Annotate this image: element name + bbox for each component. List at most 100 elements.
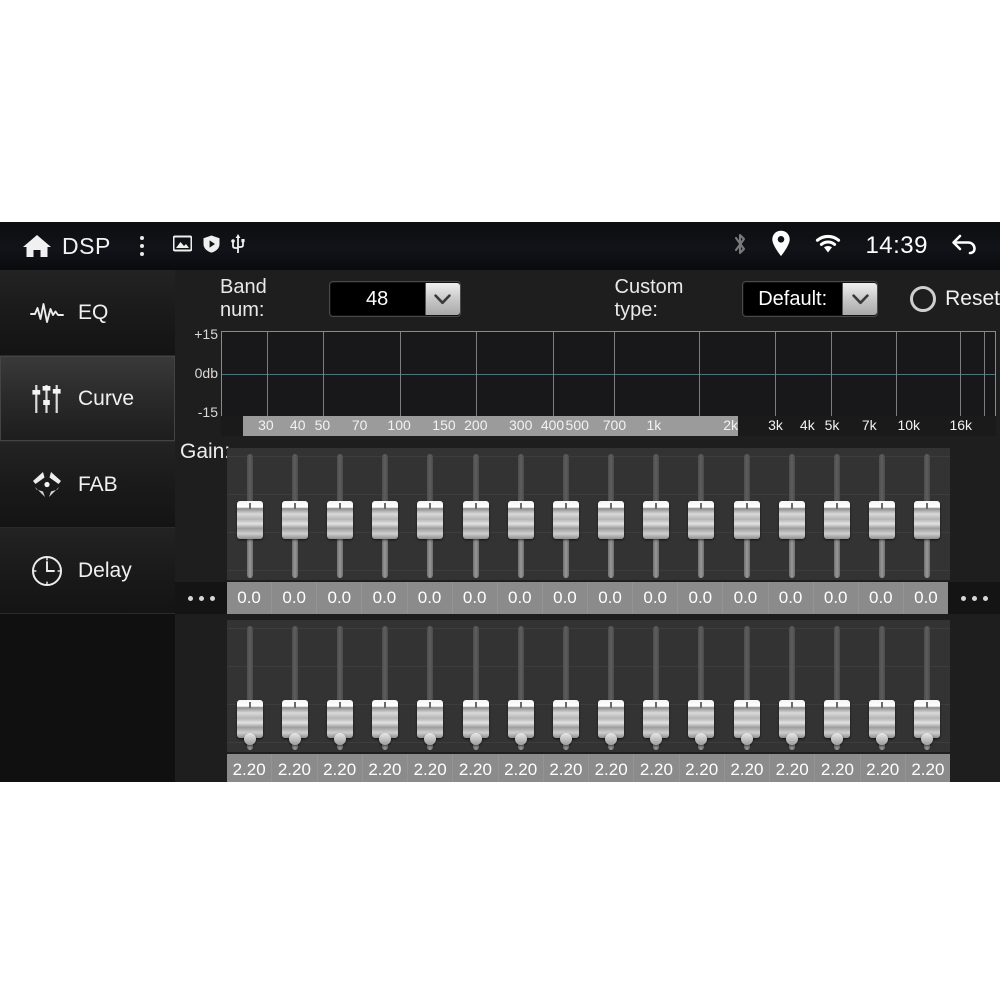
- gain-slider[interactable]: [408, 448, 453, 580]
- gain-slider[interactable]: [453, 448, 498, 580]
- q-slider-area[interactable]: [227, 620, 950, 752]
- gain-slider-thumb[interactable]: [462, 501, 489, 540]
- gain-slider-thumb[interactable]: [914, 501, 941, 540]
- chevron-down-icon[interactable]: [842, 283, 878, 315]
- gain-value-cell[interactable]: 0.0: [723, 582, 769, 614]
- q-value-cell[interactable]: 2.20: [408, 754, 454, 782]
- q-slider[interactable]: [363, 620, 408, 752]
- q-value-cell[interactable]: 2.20: [589, 754, 635, 782]
- gain-slider-thumb[interactable]: [417, 501, 444, 540]
- gain-slider[interactable]: [905, 448, 950, 580]
- q-slider[interactable]: [860, 620, 905, 752]
- gain-slider-thumb[interactable]: [598, 501, 625, 540]
- gain-slider-thumb[interactable]: [552, 501, 579, 540]
- gain-value-cell[interactable]: 0.0: [498, 582, 543, 614]
- sidebar-item-eq[interactable]: EQ: [0, 270, 175, 356]
- gain-slider-thumb[interactable]: [824, 501, 851, 540]
- q-slider[interactable]: [317, 620, 362, 752]
- q-slider-thumb[interactable]: [462, 699, 489, 738]
- gain-slider-thumb[interactable]: [643, 501, 670, 540]
- gain-slider-thumb[interactable]: [733, 501, 760, 540]
- home-icon[interactable]: [22, 233, 52, 259]
- q-slider[interactable]: [679, 620, 724, 752]
- gain-more-left-button[interactable]: [175, 582, 227, 614]
- gain-value-cell[interactable]: 0.0: [769, 582, 814, 614]
- gain-slider[interactable]: [724, 448, 769, 580]
- gain-slider[interactable]: [589, 448, 634, 580]
- gain-value-cell[interactable]: 0.0: [362, 582, 408, 614]
- gain-slider-thumb[interactable]: [281, 501, 308, 540]
- q-value-cell[interactable]: 2.20: [453, 754, 499, 782]
- gain-value-cell[interactable]: 0.0: [814, 582, 859, 614]
- back-arrow-icon[interactable]: [950, 232, 978, 261]
- location-pin-icon[interactable]: [771, 230, 791, 262]
- q-slider-thumb[interactable]: [869, 699, 896, 738]
- q-slider-thumb[interactable]: [552, 699, 579, 738]
- reset-button[interactable]: Reset: [910, 286, 1000, 312]
- gain-slider-thumb[interactable]: [236, 501, 263, 540]
- q-slider-thumb[interactable]: [507, 699, 534, 738]
- gain-slider[interactable]: [769, 448, 814, 580]
- gain-slider[interactable]: [543, 448, 588, 580]
- gain-slider[interactable]: [860, 448, 905, 580]
- q-slider[interactable]: [634, 620, 679, 752]
- bluetooth-icon[interactable]: [731, 231, 749, 262]
- q-slider-thumb[interactable]: [914, 699, 941, 738]
- gain-slider[interactable]: [363, 448, 408, 580]
- kebab-menu-icon[interactable]: [129, 231, 155, 261]
- gain-slider-thumb[interactable]: [507, 501, 534, 540]
- q-slider[interactable]: [227, 620, 272, 752]
- custom-type-select[interactable]: Default:: [742, 281, 879, 317]
- q-slider-thumb[interactable]: [778, 699, 805, 738]
- q-slider-thumb[interactable]: [824, 699, 851, 738]
- gain-value-cell[interactable]: 0.0: [227, 582, 273, 614]
- q-value-cell[interactable]: 2.20: [634, 754, 680, 782]
- q-slider-thumb[interactable]: [643, 699, 670, 738]
- q-slider[interactable]: [408, 620, 453, 752]
- q-slider[interactable]: [543, 620, 588, 752]
- gain-value-cell[interactable]: 0.0: [272, 582, 318, 614]
- eq-curve-chart[interactable]: +15 0db -15 30 40 50 70 100 150 200 300 400 500 70…: [175, 326, 1000, 436]
- q-value-cell[interactable]: 2.20: [318, 754, 363, 782]
- band-num-select[interactable]: 48: [328, 281, 461, 317]
- sidebar-item-curve[interactable]: Curve: [0, 356, 175, 442]
- gain-slider[interactable]: [227, 448, 272, 580]
- q-slider-thumb[interactable]: [236, 699, 263, 738]
- gain-value-cell[interactable]: 0.0: [678, 582, 724, 614]
- q-value-cell[interactable]: 2.20: [499, 754, 544, 782]
- q-slider[interactable]: [905, 620, 950, 752]
- gain-value-cell[interactable]: 0.0: [317, 582, 363, 614]
- q-value-cell[interactable]: 2.20: [861, 754, 906, 782]
- q-slider-thumb[interactable]: [417, 699, 444, 738]
- q-value-cell[interactable]: 2.20: [363, 754, 408, 782]
- wifi-icon[interactable]: [813, 232, 843, 260]
- gain-value-cell[interactable]: 0.0: [588, 582, 634, 614]
- gain-more-right-button[interactable]: [948, 582, 1000, 614]
- gain-slider-thumb[interactable]: [372, 501, 399, 540]
- q-value-cell[interactable]: 2.20: [272, 754, 318, 782]
- gain-slider[interactable]: [498, 448, 543, 580]
- gain-slider[interactable]: [634, 448, 679, 580]
- q-slider[interactable]: [769, 620, 814, 752]
- q-slider-thumb[interactable]: [326, 699, 353, 738]
- gain-slider-thumb[interactable]: [778, 501, 805, 540]
- q-slider[interactable]: [498, 620, 543, 752]
- gain-value-cell[interactable]: 0.0: [633, 582, 679, 614]
- q-slider-thumb[interactable]: [598, 699, 625, 738]
- q-slider[interactable]: [453, 620, 498, 752]
- q-slider-thumb[interactable]: [281, 699, 308, 738]
- gain-slider[interactable]: [679, 448, 724, 580]
- sidebar-item-fab[interactable]: FAB: [0, 442, 175, 528]
- q-value-cell[interactable]: 2.20: [815, 754, 861, 782]
- gain-slider-thumb[interactable]: [688, 501, 715, 540]
- chevron-down-icon[interactable]: [424, 283, 460, 315]
- q-value-cell[interactable]: 2.20: [227, 754, 273, 782]
- q-slider[interactable]: [589, 620, 634, 752]
- q-slider-thumb[interactable]: [733, 699, 760, 738]
- gain-value-cell[interactable]: 0.0: [408, 582, 453, 614]
- gain-value-cell[interactable]: 0.0: [453, 582, 498, 614]
- q-slider[interactable]: [272, 620, 317, 752]
- gain-value-cell[interactable]: 0.0: [859, 582, 904, 614]
- q-slider-thumb[interactable]: [688, 699, 715, 738]
- gain-slider-thumb[interactable]: [869, 501, 896, 540]
